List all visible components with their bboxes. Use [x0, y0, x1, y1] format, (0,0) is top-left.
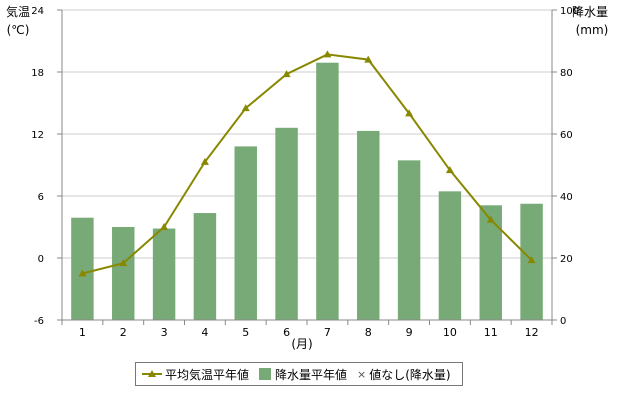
precip-bar	[479, 205, 502, 320]
left-axis-unit: (℃)	[7, 23, 30, 37]
temperature-point	[364, 55, 373, 63]
right-tick-label: 40	[560, 192, 573, 203]
x-tick-label: 9	[406, 326, 413, 339]
grid-lines	[62, 9, 552, 321]
x-tick-label: 7	[324, 326, 331, 339]
x-tick-label: 11	[484, 326, 498, 339]
left-tick-label: -6	[34, 316, 44, 327]
right-tick-label: 60	[560, 130, 573, 141]
left-axis-title: 気温	[6, 4, 30, 19]
bar-swatch-icon	[259, 368, 272, 380]
right-tick-label: 0	[560, 316, 566, 327]
left-tick-label: 6	[38, 192, 44, 203]
temperature-point	[119, 259, 128, 267]
temperature-point	[527, 256, 536, 264]
temperature-polyline	[82, 53, 533, 275]
x-tick-label: 8	[365, 326, 372, 339]
temperature-point	[241, 104, 250, 112]
left-tick-label: 18	[31, 68, 44, 79]
x-tick-label: 5	[242, 326, 249, 339]
temperature-point	[405, 109, 414, 117]
left-tick-label: 24	[31, 6, 44, 17]
cross-icon: ×	[357, 367, 367, 381]
legend-item-temperature: 平均気温平年値	[142, 366, 249, 383]
temperature-point	[282, 70, 291, 78]
legend-label-missing: 値なし(降水量)	[369, 367, 451, 382]
x-tick-label: 1	[79, 326, 86, 339]
right-axis-title: 降水量	[572, 5, 608, 19]
left-tick-label: 12	[31, 130, 44, 141]
temperature-point	[78, 269, 87, 277]
x-tick-label: 2	[120, 326, 127, 339]
x-tick-label: 4	[201, 326, 208, 339]
right-tick-label: 100	[560, 6, 579, 17]
precip-bar	[112, 227, 135, 320]
right-axis-unit: (mm)	[576, 23, 609, 37]
temperature-point	[323, 50, 332, 58]
legend: 平均気温平年値 降水量平年値 × 値なし(降水量)	[135, 362, 463, 386]
line-marker-icon	[142, 370, 162, 377]
precip-bar	[357, 130, 380, 320]
precip-bar	[71, 217, 94, 320]
temperature-point	[160, 223, 169, 230]
legend-item-missing: × 値なし(降水量)	[357, 366, 451, 383]
right-tick-label: 80	[560, 68, 573, 79]
x-tick-label: 10	[443, 326, 457, 339]
precipitation-bars	[71, 62, 543, 320]
precip-bar	[438, 191, 462, 320]
precip-bar	[316, 62, 339, 320]
temperature-point	[445, 166, 454, 174]
precip-bar	[193, 213, 217, 320]
legend-label-temperature: 平均気温平年値	[165, 367, 250, 382]
temperature-point	[200, 157, 209, 165]
x-tick-label: 6	[283, 326, 290, 339]
x-tick-label: 3	[161, 326, 168, 339]
x-axis-title: (月)	[291, 337, 312, 351]
legend-item-precipitation: 降水量平年値	[259, 366, 347, 383]
precip-bar	[275, 127, 298, 320]
precip-bar	[152, 228, 176, 320]
temperature-point	[486, 215, 495, 223]
precip-bar	[234, 146, 257, 320]
x-tick-label: 12	[525, 326, 539, 339]
legend-label-precipitation: 降水量平年値	[275, 367, 348, 382]
precip-bar	[397, 160, 421, 320]
right-tick-label: 20	[560, 254, 573, 265]
left-tick-label: 0	[38, 254, 44, 265]
temperature-line	[78, 50, 536, 277]
